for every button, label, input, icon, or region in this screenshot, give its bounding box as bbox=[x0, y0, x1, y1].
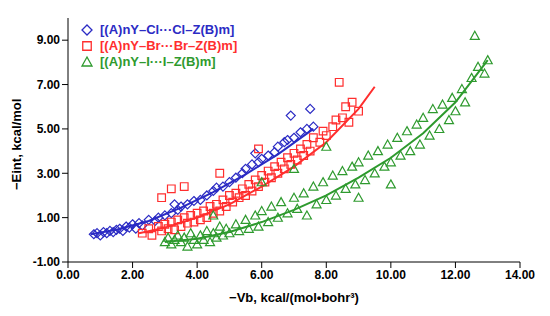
svg-text:0.00: 0.00 bbox=[56, 268, 80, 282]
html-text:[(A)nY–I···I–Z(B)m]: [(A)nY–I···I–Z(B)m] bbox=[100, 54, 216, 69]
svg-text:1.00: 1.00 bbox=[37, 211, 61, 225]
html-text:[(A)nY–Br···Br–Z(B)m]: [(A)nY–Br···Br–Z(B)m] bbox=[100, 38, 238, 53]
svg-text:6.00: 6.00 bbox=[250, 268, 274, 282]
svg-text:−Vb, kcal/(mol•bohr³): −Vb, kcal/(mol•bohr³) bbox=[229, 290, 359, 305]
svg-text:8.00: 8.00 bbox=[315, 268, 339, 282]
svg-text:5.00: 5.00 bbox=[37, 122, 61, 136]
svg-text:12.00: 12.00 bbox=[440, 268, 470, 282]
svg-text:9.00: 9.00 bbox=[37, 33, 61, 47]
html-text:[(A)nY–Cl···Cl–Z(B)m]: [(A)nY–Cl···Cl–Z(B)m] bbox=[100, 22, 235, 37]
svg-text:7.00: 7.00 bbox=[37, 78, 61, 92]
svg-text:4.00: 4.00 bbox=[185, 268, 209, 282]
svg-text:−Eint, kcal/mol: −Eint, kcal/mol bbox=[9, 99, 24, 190]
svg-text:2.00: 2.00 bbox=[121, 268, 145, 282]
svg-text:3.00: 3.00 bbox=[37, 167, 61, 181]
svg-text:-1.00: -1.00 bbox=[33, 255, 61, 269]
svg-text:10.00: 10.00 bbox=[376, 268, 406, 282]
svg-text:14.00: 14.00 bbox=[505, 268, 535, 282]
